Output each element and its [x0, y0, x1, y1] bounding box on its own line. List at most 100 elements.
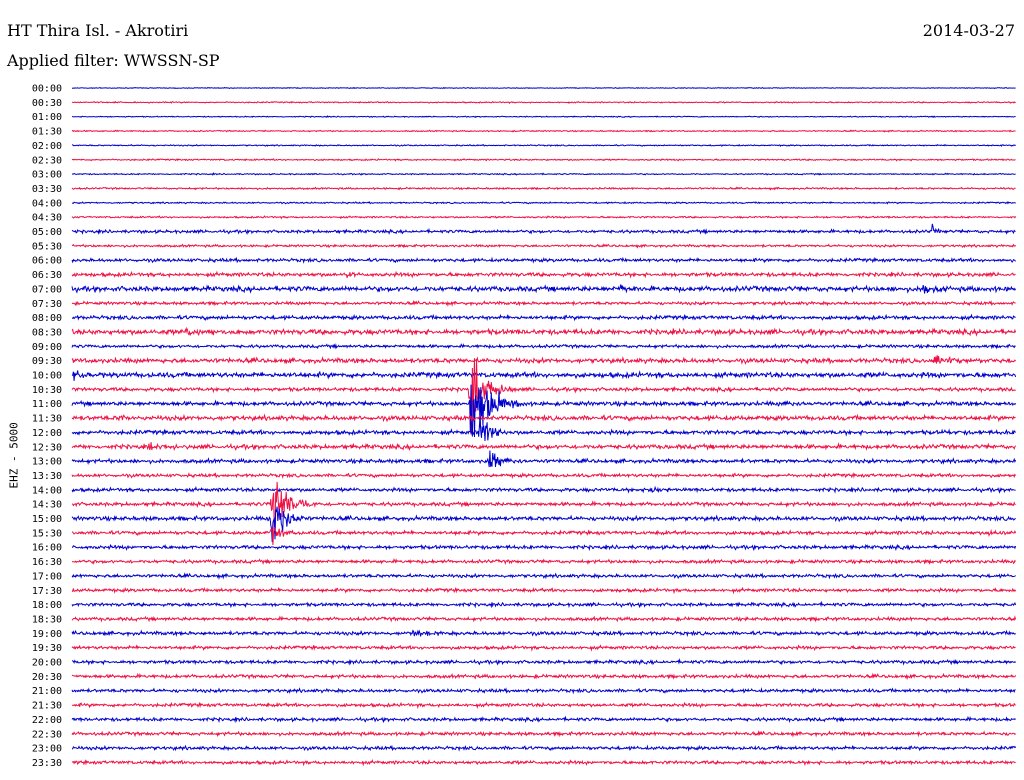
trace-line — [71, 86, 1016, 90]
trace-line — [71, 223, 1016, 236]
time-tick-label: 10:30 — [32, 385, 62, 396]
trace-line — [71, 215, 1017, 220]
time-tick-label: 13:00 — [32, 457, 62, 468]
trace-line — [71, 158, 1016, 162]
time-tick-label: 18:00 — [32, 600, 62, 611]
trace-line — [72, 200, 1016, 205]
time-tick-label: 04:30 — [32, 213, 62, 224]
trace-line — [71, 284, 1017, 294]
trace-line — [71, 256, 1016, 264]
trace-line — [71, 485, 1016, 494]
time-tick-label: 01:00 — [32, 112, 62, 123]
time-tick-label: 15:00 — [32, 514, 62, 525]
trace-line — [71, 729, 1016, 738]
time-tick-label: 11:00 — [32, 399, 62, 410]
time-tick-label: 20:30 — [32, 672, 62, 683]
trace-line — [72, 115, 1016, 119]
trace-line — [71, 450, 1017, 468]
traces-group — [71, 86, 1017, 767]
trace-line — [71, 481, 1016, 534]
time-tick-label: 06:30 — [32, 270, 62, 281]
time-tick-label: 06:00 — [32, 256, 62, 267]
trace-line — [71, 270, 1016, 279]
trace-line — [71, 370, 1017, 381]
time-tick-label: 17:30 — [32, 586, 62, 597]
time-tick-label: 23:30 — [32, 758, 62, 769]
trace-line — [71, 472, 1017, 480]
trace-line — [71, 615, 1017, 623]
trace-line — [71, 758, 1016, 767]
time-tick-label: 16:00 — [32, 543, 62, 554]
trace-line — [71, 701, 1016, 710]
trace-line — [71, 413, 1016, 423]
trace-line — [71, 355, 1017, 365]
trace-line — [71, 572, 1016, 580]
date-label: 2014-03-27 — [922, 21, 1015, 40]
time-tick-label: 05:30 — [32, 241, 62, 252]
trace-line — [72, 526, 1017, 546]
time-tick-label: 00:00 — [32, 84, 62, 95]
trace-line — [71, 358, 1016, 435]
time-tick-label: 14:30 — [32, 500, 62, 511]
trace-line — [72, 143, 1016, 148]
time-tick-label: 22:30 — [32, 729, 62, 740]
trace-line — [71, 687, 1016, 695]
trace-line — [71, 172, 1016, 176]
trace-line — [71, 629, 1016, 638]
trace-line — [72, 313, 1016, 322]
trace-line — [71, 744, 1017, 752]
time-tick-label: 23:00 — [32, 744, 62, 755]
trace-line — [71, 600, 1017, 609]
trace-line — [71, 644, 1016, 652]
time-tick-label: 08:30 — [32, 327, 62, 338]
trace-line — [71, 186, 1016, 191]
time-tick-label: 21:00 — [32, 686, 62, 697]
trace-line — [71, 415, 1016, 442]
trace-line — [71, 343, 1016, 350]
tick-labels-group: 00:00 00:30 01:00 01:30 02:00 02:30 03:00 03:30… — [32, 84, 62, 769]
time-tick-label: 02:00 — [32, 141, 62, 152]
time-tick-label: 03:30 — [32, 184, 62, 195]
time-tick-label: 10:00 — [32, 371, 62, 382]
time-tick-label: 07:00 — [32, 284, 62, 295]
trace-line — [71, 672, 1017, 681]
time-tick-label: 09:00 — [32, 342, 62, 353]
time-tick-label: 04:00 — [32, 198, 62, 209]
trace-line — [71, 442, 1017, 452]
time-tick-label: 19:00 — [32, 629, 62, 640]
trace-line — [71, 326, 1017, 337]
time-tick-label: 17:00 — [32, 571, 62, 582]
time-tick-label: 03:00 — [32, 170, 62, 181]
time-tick-label: 12:00 — [32, 428, 62, 439]
time-tick-label: 21:30 — [32, 701, 62, 712]
trace-line — [72, 543, 1017, 552]
trace-line — [71, 129, 1016, 133]
time-tick-label: 20:00 — [32, 658, 62, 669]
trace-line — [71, 558, 1016, 566]
trace-line — [71, 100, 1016, 105]
station-title: HT Thira Isl. - Akrotiri — [7, 21, 189, 40]
time-tick-label: 11:30 — [32, 414, 62, 425]
time-tick-label: 08:00 — [32, 313, 62, 324]
trace-line — [71, 715, 1016, 724]
filter-label: Applied filter: WWSSN-SP — [7, 51, 220, 70]
time-tick-label: 18:30 — [32, 614, 62, 625]
time-tick-label: 12:30 — [32, 442, 62, 453]
time-tick-label: 13:30 — [32, 471, 62, 482]
trace-line — [71, 243, 1017, 249]
trace-line — [71, 384, 1017, 438]
time-tick-label: 14:00 — [32, 485, 62, 496]
time-tick-label: 16:30 — [32, 557, 62, 568]
time-tick-label: 07:30 — [32, 299, 62, 310]
time-tick-label: 15:30 — [32, 528, 62, 539]
time-tick-label: 19:30 — [32, 643, 62, 654]
trace-line — [71, 506, 1016, 543]
time-tick-label: 02:30 — [32, 155, 62, 166]
time-tick-label: 00:30 — [32, 98, 62, 109]
trace-line — [71, 658, 1016, 666]
time-tick-label: 01:30 — [32, 127, 62, 138]
trace-line — [71, 299, 1016, 307]
time-tick-label: 22:00 — [32, 715, 62, 726]
time-tick-label: 09:30 — [32, 356, 62, 367]
trace-line — [71, 586, 1017, 595]
